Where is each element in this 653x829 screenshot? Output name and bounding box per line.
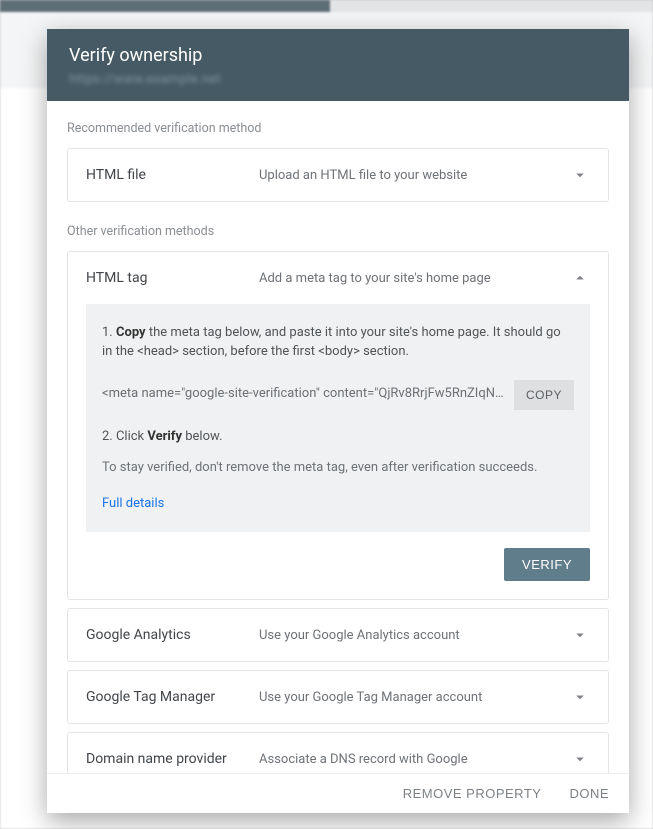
method-html-file: HTML file Upload an HTML file to your we… <box>67 148 609 202</box>
step2-prefix: 2. Click <box>102 429 147 444</box>
step1-text-c: section. <box>360 344 409 359</box>
verify-row: VERIFY <box>68 548 608 599</box>
method-desc: Add a meta tag to your site's home page <box>259 271 562 286</box>
dialog-subtitle: https://www.example.net <box>69 72 607 87</box>
full-details-link[interactable]: Full details <box>102 496 164 511</box>
step1-bold: Copy <box>116 325 146 340</box>
method-gtm-header[interactable]: Google Tag Manager Use your Google Tag M… <box>68 671 608 723</box>
step1-head-tag: <head> <box>137 344 179 359</box>
method-desc: Use your Google Analytics account <box>259 628 562 643</box>
meta-tag-row: <meta name="google-site-verification" co… <box>102 380 574 410</box>
recommended-label: Recommended verification method <box>67 121 609 136</box>
instruction-step-2: 2. Click Verify below. <box>102 428 574 447</box>
method-ga-header[interactable]: Google Analytics Use your Google Analyti… <box>68 609 608 661</box>
chevron-down-icon <box>570 625 590 645</box>
html-tag-instructions: 1. Copy the meta tag below, and paste it… <box>86 304 590 532</box>
step2-rest: below. <box>182 429 222 444</box>
verify-ownership-dialog: Verify ownership https://www.example.net… <box>47 29 629 813</box>
method-title: Google Tag Manager <box>86 689 251 705</box>
step1-text-b: section, before the first <box>179 344 318 359</box>
method-desc: Upload an HTML file to your website <box>259 168 562 183</box>
chevron-down-icon <box>570 749 590 769</box>
method-title: Domain name provider <box>86 751 251 767</box>
dialog-title: Verify ownership <box>69 45 607 66</box>
dialog-footer: REMOVE PROPERTY DONE <box>47 773 629 813</box>
method-html-tag: HTML tag Add a meta tag to your site's h… <box>67 251 609 600</box>
step2-bold: Verify <box>147 429 182 444</box>
dialog-header: Verify ownership https://www.example.net <box>47 29 629 101</box>
chevron-down-icon <box>570 165 590 185</box>
method-html-file-header[interactable]: HTML file Upload an HTML file to your we… <box>68 149 608 201</box>
bg-tab-strip <box>0 0 330 12</box>
done-button[interactable]: DONE <box>569 786 609 801</box>
copy-button[interactable]: COPY <box>514 380 574 410</box>
method-title: Google Analytics <box>86 627 251 643</box>
verify-button[interactable]: VERIFY <box>504 548 590 581</box>
remove-property-button[interactable]: REMOVE PROPERTY <box>403 786 542 801</box>
instruction-step-1: 1. Copy the meta tag below, and paste it… <box>102 324 574 362</box>
method-desc: Associate a DNS record with Google <box>259 752 562 767</box>
chevron-up-icon <box>570 268 590 288</box>
method-html-tag-header[interactable]: HTML tag Add a meta tag to your site's h… <box>68 252 608 304</box>
step1-prefix: 1. <box>102 325 116 340</box>
chevron-down-icon <box>570 687 590 707</box>
other-methods-label: Other verification methods <box>67 224 609 239</box>
stay-verified-note: To stay verified, don't remove the meta … <box>102 459 574 478</box>
method-title: HTML tag <box>86 270 251 286</box>
step1-body-tag: <body> <box>318 344 360 359</box>
dialog-body: Recommended verification method HTML fil… <box>47 101 629 773</box>
method-google-tag-manager: Google Tag Manager Use your Google Tag M… <box>67 670 609 724</box>
method-domain-name-provider: Domain name provider Associate a DNS rec… <box>67 732 609 773</box>
method-desc: Use your Google Tag Manager account <box>259 690 562 705</box>
meta-tag-code: <meta name="google-site-verification" co… <box>102 385 504 404</box>
method-dns-header[interactable]: Domain name provider Associate a DNS rec… <box>68 733 608 773</box>
method-google-analytics: Google Analytics Use your Google Analyti… <box>67 608 609 662</box>
method-title: HTML file <box>86 167 251 183</box>
